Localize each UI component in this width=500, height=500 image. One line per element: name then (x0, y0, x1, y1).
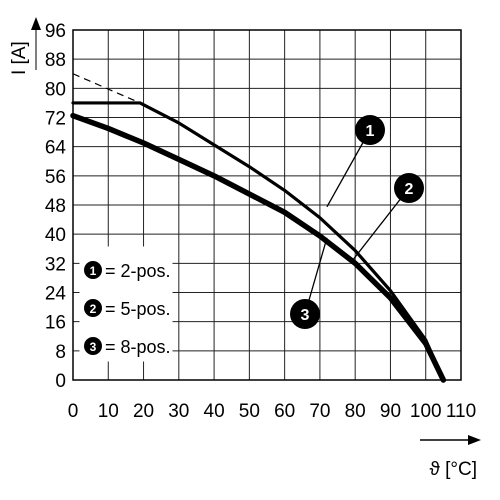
x-tick-label: 70 (309, 401, 330, 422)
x-tick-label: 40 (204, 401, 225, 422)
legend-entry-label: = 2-pos. (105, 261, 171, 281)
y-tick-label: 32 (45, 254, 66, 275)
callout-marker-label: 1 (366, 123, 375, 140)
x-tick-label: 20 (133, 401, 154, 422)
legend-marker-3 (84, 337, 102, 355)
legend-marker-label: 2 (90, 302, 97, 316)
x-tick-label: 110 (446, 401, 476, 422)
y-tick-label: 16 (45, 313, 66, 334)
callout-group: 1 2 3 (290, 115, 424, 329)
callout-marker-2 (394, 173, 424, 203)
callout-marker-1 (355, 115, 385, 145)
x-tick-label: 30 (168, 401, 189, 422)
x-tick-label: 0 (68, 401, 79, 422)
y-tick-label: 88 (45, 50, 66, 71)
x-tick-label: 60 (274, 401, 295, 422)
tick-labels: 0 10 20 30 40 50 60 70 80 90 100 110081624324048566… (45, 21, 476, 422)
y-tick-label: 80 (45, 79, 66, 100)
reference-dashed-line (72, 73, 141, 104)
legend-entry-label: = 8-pos. (105, 337, 171, 357)
series-line-3 (70, 112, 447, 383)
y-tick-label: 72 (45, 109, 66, 130)
callout-leader-2 (351, 187, 410, 262)
reference-line-group (72, 73, 141, 104)
plot-frame (72, 29, 462, 381)
x-tick-label: 50 (239, 401, 260, 422)
y-tick-label: 64 (45, 138, 67, 159)
x-tick-label: 80 (345, 401, 366, 422)
x-tick-label: 90 (380, 401, 401, 422)
y-tick-label: 40 (45, 225, 66, 246)
x-axis-arrow-head (468, 435, 481, 445)
y-tick-label: 56 (45, 167, 66, 188)
y-tick-label: 8 (55, 342, 66, 363)
y-tick-label: 96 (45, 21, 66, 42)
x-axis-title: ϑ [°C] (429, 459, 477, 480)
legend-marker-1 (84, 261, 102, 279)
callout-marker-label: 2 (405, 181, 414, 198)
grid (72, 29, 462, 381)
legend-marker-2 (84, 299, 102, 317)
y-tick-label: 48 (45, 196, 66, 217)
series-line-2 (71, 101, 445, 382)
y-axis-title: I [A] (9, 41, 30, 75)
callout-marker-3 (290, 299, 320, 329)
axes: I [A] ϑ [°C] (9, 17, 481, 480)
y-tick-label: 24 (45, 284, 67, 305)
legend: 1 = 2-pos. 2 = 5-pos. 3 = 8-pos. (79, 246, 173, 362)
callout-marker-label: 3 (301, 307, 310, 324)
y-axis-arrow-head (31, 17, 41, 30)
legend-marker-label: 3 (90, 340, 97, 354)
legend-entry-label: = 5-pos. (105, 299, 171, 319)
x-tick-label: 10 (98, 401, 119, 422)
series-group (70, 101, 447, 383)
y-tick-label: 0 (55, 371, 66, 392)
x-tick-label: 100 (410, 401, 442, 422)
legend-marker-label: 1 (90, 264, 97, 278)
